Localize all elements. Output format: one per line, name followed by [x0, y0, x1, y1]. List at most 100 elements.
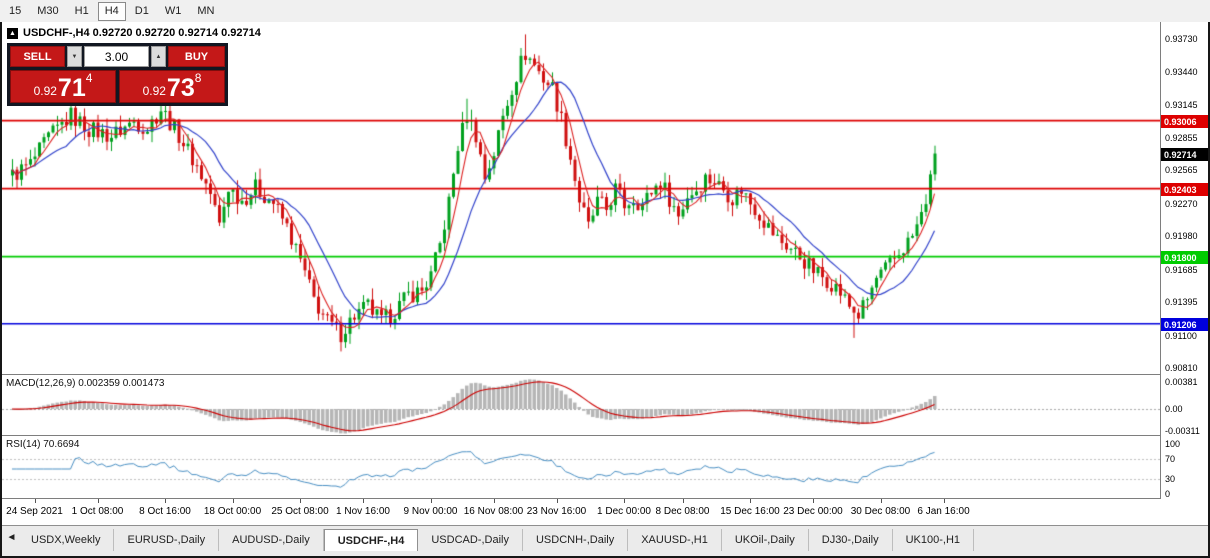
time-axis-label: 8 Dec 08:00 [655, 506, 710, 517]
time-axis-tick [232, 499, 234, 503]
macd-label: MACD(12,26,9) 0.002359 0.001473 [6, 378, 165, 389]
chart-tab-bar: ◄ USDX,Weekly EURUSD-,Daily AUDUSD-,Daily U… [2, 525, 1208, 556]
chevron-up-icon: ▲ [155, 53, 162, 60]
timeframe-button-m30[interactable]: M30 [30, 2, 65, 21]
time-axis-label: 23 Nov 16:00 [526, 506, 587, 517]
price-axis[interactable]: 0.93730 0.93440 0.93145 0.92855 0.92565 0.922… [1160, 22, 1208, 499]
time-axis-tick [165, 499, 166, 503]
panel-separator [2, 498, 1208, 499]
time-axis[interactable]: 24 Sep 2021 1 Oct 08:00 8 Oct 16:00 18 Oct … [2, 499, 1160, 525]
volume-increase-button[interactable]: ▲ [151, 46, 166, 67]
chart-title: ▲ USDCHF-,H4 0.92720 0.92720 0.92714 0.9… [7, 27, 261, 39]
time-axis-label: 15 Dec 16:00 [720, 506, 780, 517]
buy-price-pips: 73 [166, 74, 195, 102]
time-axis-tick [493, 499, 495, 503]
chart-window: ▲ USDCHF-,H4 0.92720 0.92720 0.92714 0.9… [0, 22, 1210, 558]
sell-button[interactable]: SELL [10, 46, 65, 67]
price-tick-label: 0 [1165, 489, 1171, 499]
one-click-trading-panel: SELL ▼ ▲ BUY 0.92 71 4 0.92 73 8 [7, 43, 228, 106]
time-axis-tick [363, 499, 364, 503]
time-axis-tick [682, 499, 684, 503]
buy-price-point: 8 [194, 71, 202, 85]
time-axis-label: 6 Jan 16:00 [917, 506, 970, 517]
macd-indicator-canvas[interactable] [2, 375, 1160, 435]
time-axis-label: 9 Nov 00:00 [403, 506, 458, 517]
price-level-tag: 0.93006 [1161, 114, 1208, 128]
time-axis-tick [300, 499, 301, 503]
price-tick-label: 100 [1165, 439, 1181, 449]
time-axis-label: 16 Nov 08:00 [463, 506, 524, 517]
time-axis-label: 18 Oct 00:00 [203, 506, 262, 517]
chart-tab-dj30-daily[interactable]: DJ30-,Daily [809, 529, 893, 551]
price-tick-label: 0.91685 [1165, 264, 1198, 275]
time-axis-label: 8 Oct 16:00 [139, 506, 191, 517]
time-axis-label: 25 Oct 08:00 [271, 506, 329, 517]
time-axis-label: 1 Oct 08:00 [71, 506, 124, 517]
sell-price-prefix: 0.92 [33, 84, 57, 98]
chart-tab-usdcnh-daily[interactable]: USDCNH-,Daily [523, 529, 629, 551]
price-tick-label: 0.93145 [1165, 99, 1198, 110]
price-level-tag: 0.91800 [1161, 250, 1208, 264]
panel-separator [2, 374, 1208, 375]
volume-decrease-button[interactable]: ▼ [67, 46, 82, 67]
chart-tab-usdchf-h4[interactable]: USDCHF-,H4 [323, 529, 419, 551]
time-axis-label: 24 Sep 2021 [6, 506, 63, 517]
time-axis-tick [556, 499, 558, 503]
chart-tab-audusd-daily[interactable]: AUDUSD-,Daily [219, 529, 324, 551]
time-axis-tick [750, 499, 751, 503]
timeframe-button-w1[interactable]: W1 [158, 2, 189, 21]
buy-button[interactable]: BUY [168, 46, 225, 67]
timeframe-button-d1[interactable]: D1 [128, 2, 156, 21]
volume-input[interactable] [84, 46, 149, 67]
panel-separator [2, 435, 1208, 436]
chart-title-text: USDCHF-,H4 0.92720 0.92720 0.92714 0.927… [23, 27, 261, 39]
chart-tab-ukoil-daily[interactable]: UKOil-,Daily [722, 529, 809, 551]
price-tick-label: 30 [1165, 474, 1176, 484]
time-axis-label: 1 Nov 16:00 [336, 506, 390, 517]
timeframe-button-15[interactable]: 15 [2, 2, 28, 21]
price-tick-label: 0.91100 [1165, 330, 1197, 341]
time-axis-tick [624, 499, 625, 503]
rsi-indicator-canvas[interactable] [2, 436, 1160, 498]
sell-price-point: 4 [85, 71, 93, 85]
time-axis-tick [34, 499, 36, 503]
price-tick-label: 0.92270 [1165, 198, 1198, 209]
price-tick-label: 0.93730 [1165, 33, 1198, 44]
chart-tab-xauusd-h1[interactable]: XAUUSD-,H1 [628, 529, 722, 551]
buy-price-display[interactable]: 0.92 73 8 [119, 70, 225, 103]
time-axis-tick [943, 499, 945, 503]
price-tick-label: 0.00381 [1165, 376, 1198, 387]
sell-price-display[interactable]: 0.92 71 4 [10, 70, 116, 103]
time-axis-label: 30 Dec 08:00 [850, 506, 911, 517]
price-tick-label: 0.00 [1165, 404, 1183, 414]
timeframe-button-h1[interactable]: H1 [68, 2, 96, 21]
time-axis-tick [813, 499, 814, 503]
timeframe-toolbar: 15 M30 H1 H4 D1 W1 MN [0, 0, 1210, 22]
tab-scroll-left-icon[interactable]: ◄ [2, 529, 18, 543]
sell-price-pips: 71 [57, 74, 86, 102]
quote-prices-row: 0.92 71 4 0.92 73 8 [10, 70, 225, 103]
buy-price-prefix: 0.92 [142, 84, 166, 98]
chart-tab-uk100-h1[interactable]: UK100-,H1 [893, 529, 975, 551]
time-axis-label: 1 Dec 00:00 [597, 506, 651, 517]
time-axis-tick [880, 499, 882, 503]
price-tick-label: 0.91395 [1165, 297, 1198, 308]
price-level-tag: 0.92403 [1161, 182, 1208, 196]
chart-tab-usdcad-daily[interactable]: USDCAD-,Daily [418, 529, 523, 551]
price-tick-label: -0.00311 [1165, 426, 1200, 437]
price-tick-label: 0.91980 [1165, 231, 1198, 242]
time-axis-tick [97, 499, 99, 503]
price-tick-label: 0.90810 [1165, 363, 1198, 374]
price-tick-label: 0.93440 [1165, 66, 1198, 77]
chevron-down-icon: ▼ [71, 53, 78, 60]
collapse-trade-panel-icon[interactable]: ▲ [7, 27, 18, 39]
time-axis-label: 23 Dec 00:00 [783, 506, 843, 517]
price-tick-label: 70 [1165, 454, 1176, 464]
chart-tab-usdx-weekly[interactable]: USDX,Weekly [18, 529, 115, 551]
trade-controls-row: SELL ▼ ▲ BUY [10, 46, 225, 67]
timeframe-button-h4[interactable]: H4 [97, 1, 126, 21]
price-level-tag: 0.92714 [1161, 147, 1208, 161]
price-level-tag: 0.91206 [1161, 317, 1208, 331]
timeframe-button-mn[interactable]: MN [190, 2, 221, 21]
chart-tab-eurusd-daily[interactable]: EURUSD-,Daily [114, 529, 220, 551]
